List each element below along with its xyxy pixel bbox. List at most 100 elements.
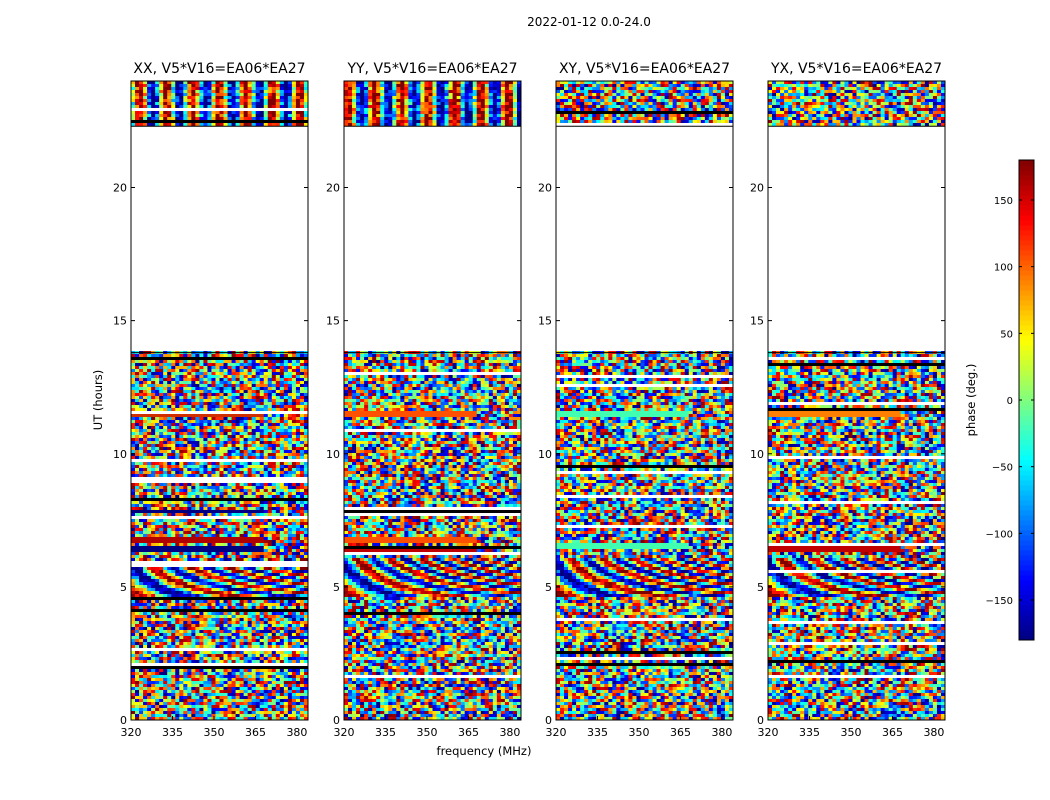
phase-cell <box>151 582 156 585</box>
phase-cell <box>171 417 176 420</box>
phase-cell <box>211 702 216 705</box>
phase-cell <box>231 645 236 648</box>
phase-cell <box>291 369 297 372</box>
phase-cell <box>251 483 257 486</box>
phase-cell <box>135 441 140 444</box>
phase-cell <box>139 651 144 654</box>
phase-cell <box>295 537 301 540</box>
phase-cell <box>207 633 212 636</box>
phase-cell <box>251 543 257 546</box>
phase-cell <box>259 456 265 459</box>
phase-cell <box>207 513 212 516</box>
phase-cell <box>139 495 144 498</box>
phase-cell <box>179 540 184 543</box>
phase-cell <box>223 705 228 708</box>
phase-cell <box>247 390 253 393</box>
phase-cell <box>291 621 297 624</box>
phase-cell <box>295 453 301 456</box>
phase-cell <box>235 360 241 363</box>
phase-cell <box>303 513 309 516</box>
phase-cell <box>271 462 277 465</box>
phase-cell <box>199 507 204 510</box>
phase-cell <box>131 591 136 594</box>
phase-cell <box>303 537 309 540</box>
phase-cell <box>195 510 200 513</box>
phase-cell <box>263 573 269 576</box>
phase-cell <box>179 429 184 432</box>
phase-cell <box>147 369 152 372</box>
phase-cell <box>139 522 144 525</box>
phase-cell <box>259 357 265 360</box>
phase-cell <box>251 444 257 447</box>
phase-cell <box>203 537 208 540</box>
phase-cell <box>183 495 188 498</box>
phase-cell <box>295 567 301 570</box>
phase-cell <box>207 603 212 606</box>
phase-cell <box>243 567 249 570</box>
phase-cell <box>279 681 285 684</box>
phase-cell <box>159 591 164 594</box>
phase-cell <box>271 675 277 678</box>
phase-cell <box>171 366 176 369</box>
phase-cell <box>171 501 176 504</box>
phase-cell <box>143 387 148 390</box>
phase-cell <box>251 432 257 435</box>
phase-cell <box>155 462 160 465</box>
phase-cell <box>187 543 192 546</box>
phase-cell <box>295 702 301 705</box>
phase-cell <box>299 504 305 507</box>
phase-cell <box>215 645 220 648</box>
phase-cell <box>291 501 297 504</box>
phase-cell <box>235 678 241 681</box>
phase-cell <box>239 372 245 375</box>
phase-cell <box>167 432 172 435</box>
phase-cell <box>211 456 216 459</box>
phase-cell <box>159 540 164 543</box>
phase-cell <box>151 681 156 684</box>
phase-cell <box>235 393 241 396</box>
phase-cell <box>175 678 180 681</box>
phase-cell <box>199 714 204 717</box>
phase-cell <box>227 444 232 447</box>
phase-cell <box>255 699 261 702</box>
phase-cell <box>271 384 277 387</box>
phase-cell <box>131 618 136 621</box>
phase-cell <box>243 360 249 363</box>
phase-cell <box>139 699 144 702</box>
phase-cell <box>219 693 224 696</box>
phase-cell <box>151 660 156 663</box>
phase-cell <box>187 690 192 693</box>
phase-cell <box>255 447 261 450</box>
phase-cell <box>223 636 228 639</box>
phase-cell <box>223 591 228 594</box>
phase-cell <box>295 426 301 429</box>
phase-cell <box>299 543 305 546</box>
phase-cell <box>239 699 245 702</box>
phase-cell <box>291 381 297 384</box>
phase-cell <box>267 594 273 597</box>
phase-cell <box>263 393 269 396</box>
phase-cell <box>251 396 257 399</box>
phase-cell <box>251 573 257 576</box>
phase-cell <box>251 540 257 543</box>
phase-cell <box>175 603 180 606</box>
phase-cell <box>211 492 216 495</box>
phase-cell <box>147 645 152 648</box>
phase-cell <box>159 660 164 663</box>
phase-cell <box>291 474 297 477</box>
phase-cell <box>295 690 301 693</box>
phase-cell <box>287 609 293 612</box>
phase-cell <box>191 540 196 543</box>
phase-cell <box>135 621 140 624</box>
phase-cell <box>171 630 176 633</box>
phase-cell <box>207 660 212 663</box>
phase-cell <box>147 585 152 588</box>
phase-cell <box>155 708 160 711</box>
phase-cell <box>219 378 224 381</box>
phase-cell <box>175 501 180 504</box>
phase-cell <box>199 552 204 555</box>
phase-cell <box>291 396 297 399</box>
phase-cell <box>219 708 224 711</box>
phase-cell <box>171 423 176 426</box>
phase-cell <box>239 642 245 645</box>
